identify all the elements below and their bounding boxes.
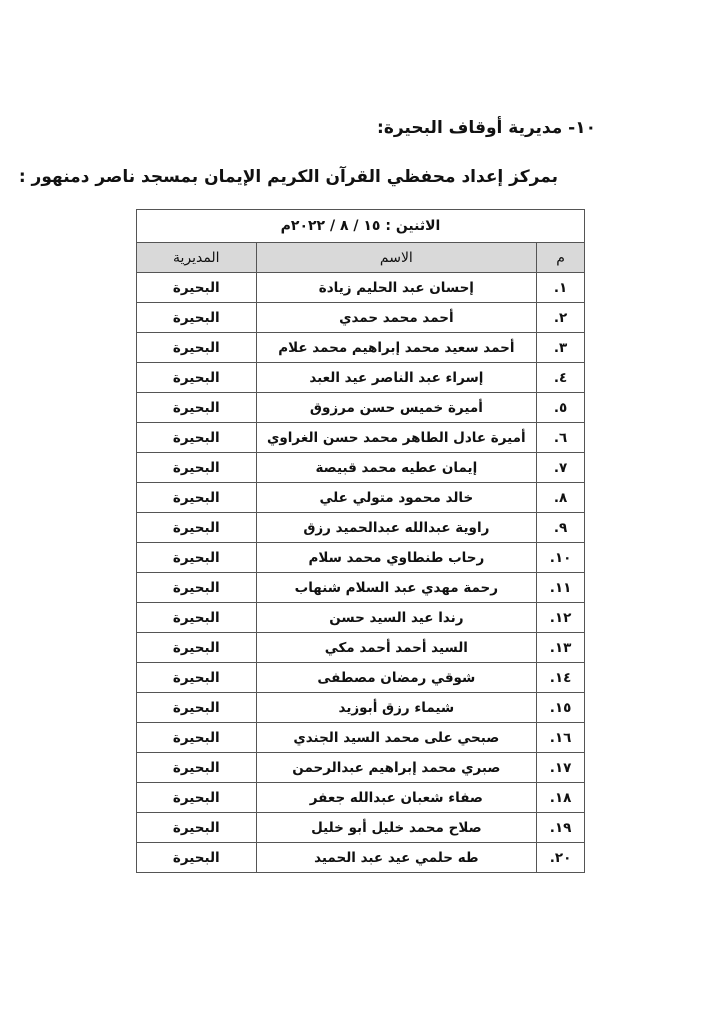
table-row: ١٧. صبري محمد إبراهيم عبدالرحمن البحيرة (136, 752, 585, 783)
row-directorate: البحيرة (136, 842, 257, 873)
row-directorate: البحيرة (136, 452, 257, 483)
row-name: طه حلمي عيد عبد الحميد (255, 842, 538, 873)
row-number: ١٥. (536, 692, 585, 723)
attendees-table: الاثنين : ١٥ / ٨ / ٢٠٢٢م م الاسم المديري… (136, 209, 585, 873)
header-no: م (536, 242, 585, 273)
row-number: ٣. (536, 332, 585, 363)
row-number: ١٠. (536, 542, 585, 573)
row-directorate: البحيرة (136, 692, 257, 723)
table-row: ١١. رحمة مهدي عبد السلام شنهاب البحيرة (136, 572, 585, 603)
table-row: ٧. إيمان عطيه محمد قبيصة البحيرة (136, 452, 585, 483)
row-number: ١٣. (536, 632, 585, 663)
table-row: ١٥. شيماء رزق أبوزيد البحيرة (136, 692, 585, 723)
row-number: ٤. (536, 362, 585, 393)
header-directorate: المديرية (136, 242, 257, 273)
header-name: الاسم (255, 242, 538, 273)
row-directorate: البحيرة (136, 722, 257, 753)
row-number: ١٩. (536, 812, 585, 843)
row-directorate: البحيرة (136, 572, 257, 603)
row-name: رحمة مهدي عبد السلام شنهاب (255, 572, 538, 603)
row-number: ١٨. (536, 782, 585, 813)
row-number: ٢٠. (536, 842, 585, 873)
row-name: السيد أحمد أحمد مكي (255, 632, 538, 663)
row-name: إسراء عبد الناصر عيد العبد (255, 362, 538, 393)
section-heading: ١٠- مديرية أوقاف البحيرة: (377, 118, 596, 138)
row-name: رحاب طنطاوي محمد سلام (255, 542, 538, 573)
row-number: ٧. (536, 452, 585, 483)
row-number: ١١. (536, 572, 585, 603)
table-row: ٦. أميرة عادل الطاهر محمد حسن الغراوي البح… (136, 422, 585, 453)
row-number: ١٢. (536, 602, 585, 633)
row-number: ٥. (536, 392, 585, 423)
header-row: م الاسم المديرية (136, 242, 585, 273)
table-row: ٨. خالد محمود متولي علي البحيرة (136, 482, 585, 513)
table-row: ١٢. رندا عيد السيد حسن البحيرة (136, 602, 585, 633)
row-number: ١٤. (536, 662, 585, 693)
table-row: ٣. أحمد سعيد محمد إبراهيم محمد علام البحير… (136, 332, 585, 363)
row-name: راوية عبدالله عبدالحميد رزق (255, 512, 538, 543)
table-row: ٢. أحمد محمد حمدي البحيرة (136, 302, 585, 333)
row-directorate: البحيرة (136, 482, 257, 513)
table-row: ٤. إسراء عبد الناصر عيد العبد البحيرة (136, 362, 585, 393)
row-directorate: البحيرة (136, 632, 257, 663)
row-name: إيمان عطيه محمد قبيصة (255, 452, 538, 483)
row-number: ١. (536, 272, 585, 303)
table-row: ١٤. شوقي رمضان مصطفى البحيرة (136, 662, 585, 693)
row-number: ١٧. (536, 752, 585, 783)
row-directorate: البحيرة (136, 782, 257, 813)
row-directorate: البحيرة (136, 302, 257, 333)
table-row: ٢٠. طه حلمي عيد عبد الحميد البحيرة (136, 842, 585, 873)
row-name: أميرة خميس حسن مرزوق (255, 392, 538, 423)
row-name: صبري محمد إبراهيم عبدالرحمن (255, 752, 538, 783)
row-number: ١٦. (536, 722, 585, 753)
row-directorate: البحيرة (136, 752, 257, 783)
row-name: خالد محمود متولي علي (255, 482, 538, 513)
table-row: ١. إحسان عبد الحليم زيادة البحيرة (136, 272, 585, 303)
row-name: شوقي رمضان مصطفى (255, 662, 538, 693)
row-directorate: البحيرة (136, 392, 257, 423)
row-directorate: البحيرة (136, 542, 257, 573)
row-name: أحمد سعيد محمد إبراهيم محمد علام (255, 332, 538, 363)
row-number: ٩. (536, 512, 585, 543)
row-name: صبحي على محمد السيد الجندي (255, 722, 538, 753)
row-name: أميرة عادل الطاهر محمد حسن الغراوي (255, 422, 538, 453)
table-row: ١٨. صفاء شعبان عبدالله جعفر البحيرة (136, 782, 585, 813)
section-subheading: بمركز إعداد محفظي القرآن الكريم الإيمان … (18, 167, 558, 187)
date-cell: الاثنين : ١٥ / ٨ / ٢٠٢٢م (136, 209, 585, 243)
table-row: ٩. راوية عبدالله عبدالحميد رزق البحيرة (136, 512, 585, 543)
row-name: أحمد محمد حمدي (255, 302, 538, 333)
table-row: ١٠. رحاب طنطاوي محمد سلام البحيرة (136, 542, 585, 573)
row-number: ٢. (536, 302, 585, 333)
row-directorate: البحيرة (136, 362, 257, 393)
row-name: إحسان عبد الحليم زيادة (255, 272, 538, 303)
date-row: الاثنين : ١٥ / ٨ / ٢٠٢٢م (136, 209, 585, 243)
row-directorate: البحيرة (136, 812, 257, 843)
row-name: شيماء رزق أبوزيد (255, 692, 538, 723)
row-directorate: البحيرة (136, 422, 257, 453)
table-row: ١٩. صلاح محمد خليل أبو خليل البحيرة (136, 812, 585, 843)
row-directorate: البحيرة (136, 272, 257, 303)
row-directorate: البحيرة (136, 332, 257, 363)
row-number: ٦. (536, 422, 585, 453)
row-number: ٨. (536, 482, 585, 513)
row-directorate: البحيرة (136, 602, 257, 633)
row-name: صلاح محمد خليل أبو خليل (255, 812, 538, 843)
table-row: ٥. أميرة خميس حسن مرزوق البحيرة (136, 392, 585, 423)
table-row: ١٣. السيد أحمد أحمد مكي البحيرة (136, 632, 585, 663)
row-name: صفاء شعبان عبدالله جعفر (255, 782, 538, 813)
row-directorate: البحيرة (136, 512, 257, 543)
row-directorate: البحيرة (136, 662, 257, 693)
row-name: رندا عيد السيد حسن (255, 602, 538, 633)
table-row: ١٦. صبحي على محمد السيد الجندي البحيرة (136, 722, 585, 753)
